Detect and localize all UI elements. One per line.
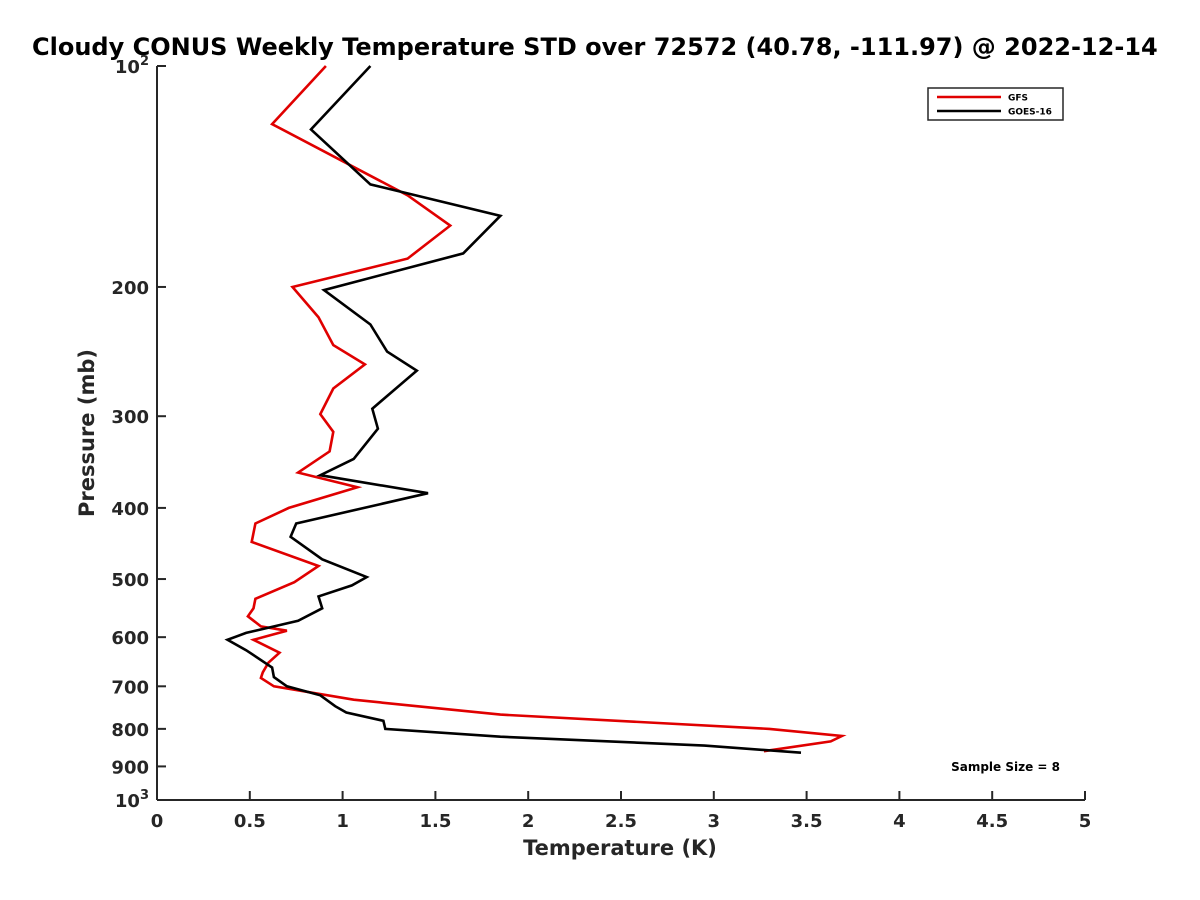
y-tick-label: 500	[111, 570, 149, 591]
y-tick-label: 400	[111, 499, 149, 520]
y-tick-label: 102	[115, 54, 149, 78]
x-tick-label: 3	[708, 811, 721, 832]
legend-label-gfs: GFS	[1008, 94, 1028, 104]
sample-size-annotation: Sample Size = 8	[951, 760, 1060, 774]
x-tick-label: 2.5	[605, 811, 637, 832]
x-axis-label: Temperature (K)	[523, 836, 717, 860]
x-tick-label: 1.5	[419, 811, 451, 832]
x-tick-label: 0.5	[234, 811, 266, 832]
axes: 0 0.5 1 1.5 2 2.5 3 3.5 4 4.5 5 102 200 300 400 500 600 7…	[111, 54, 1091, 832]
series-line-goes-16	[224, 65, 802, 754]
y-axis-label: Pressure (mb)	[75, 349, 99, 517]
chart-title: Cloudy CONUS Weekly Temperature STD over…	[32, 33, 1158, 61]
x-tick-label: 4	[893, 811, 906, 832]
y-tick-label: 600	[111, 628, 149, 649]
y-tick-label: 103	[115, 788, 149, 812]
legend-box	[927, 87, 1064, 121]
x-tick-label: 4.5	[976, 811, 1008, 832]
legend-label-goes-16: GOES-16	[1008, 108, 1052, 118]
x-tick-label: 3.5	[791, 811, 823, 832]
y-tick-label: 300	[111, 407, 149, 428]
series-line-gfs	[246, 65, 847, 753]
y-tick-label: 200	[111, 278, 149, 299]
x-tick-label: 1	[336, 811, 349, 832]
x-tick-label: 5	[1079, 811, 1092, 832]
x-tick-label: 0	[151, 811, 164, 832]
y-tick-label: 900	[111, 757, 149, 778]
x-tick-label: 2	[522, 811, 535, 832]
series-layer	[224, 65, 847, 754]
y-tick-label: 800	[111, 720, 149, 741]
y-tick-label: 700	[111, 677, 149, 698]
legend: GFS GOES-16	[927, 87, 1064, 121]
